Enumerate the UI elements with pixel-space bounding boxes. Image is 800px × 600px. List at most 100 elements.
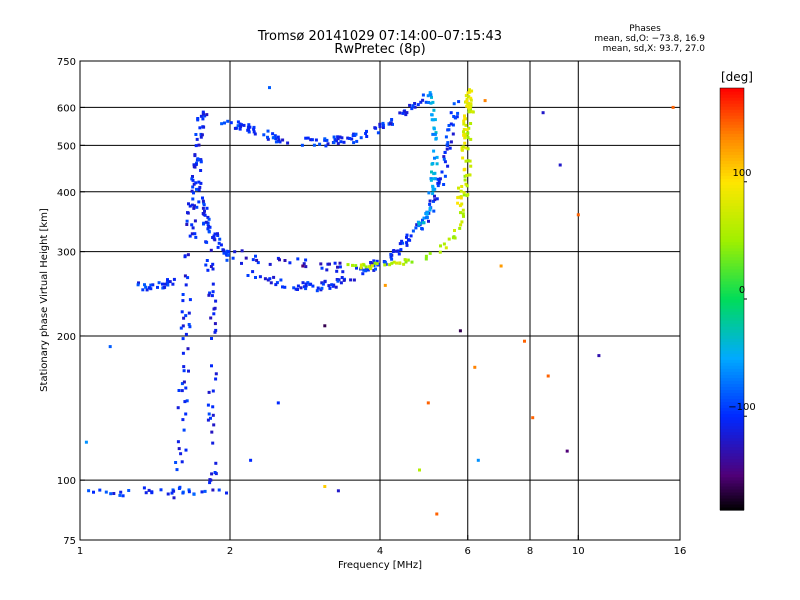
trace-point [205,240,209,244]
colorbar-segment [720,353,744,357]
trace-point [374,267,377,271]
trace-point [274,137,278,141]
trace-point [194,163,198,166]
colorbar-segment [720,133,744,137]
scatter-point [483,99,487,103]
trace-point [436,177,440,181]
trace-point [192,492,196,496]
trace-point [464,123,468,127]
colorbar-segment [720,160,744,164]
trace-point [348,137,352,140]
colorbar-segment [720,350,744,354]
trace-point [104,490,108,494]
colorbar-segment [720,320,744,324]
trace-point [192,191,195,195]
trace-point [247,130,251,134]
trace-point [197,180,201,184]
trace-point [202,201,206,205]
trace-point [449,111,453,115]
trace-point [278,258,281,262]
trace-point [252,127,256,131]
trace-point [211,413,215,417]
trace-point [208,481,212,485]
trace-point [372,259,376,263]
trace-point [402,110,406,114]
scatter-point [276,401,280,405]
colorbar-segment [720,443,744,448]
trace-point [175,468,179,472]
trace-point [399,248,403,252]
colorbar-segment [720,154,744,158]
trace-point [187,369,190,373]
trace-point [150,490,154,494]
trace-point [217,241,221,245]
colorbar-segment [720,163,744,167]
trace-point [432,209,436,213]
trace-point [294,287,298,291]
trace-point [206,215,210,219]
colorbar-segment [720,214,744,219]
trace-point [184,314,188,318]
colorbar-segment [720,326,744,330]
y-tick-label: 75 [63,536,76,547]
trace-point [226,119,230,123]
trace-point [202,203,206,207]
trace-point [326,262,330,266]
x-tick-label: 1 [77,546,83,557]
trace-point [119,490,123,494]
scatter-point [301,264,305,268]
trace-point [405,241,409,245]
trace-point [253,132,257,136]
trace-point [456,111,460,115]
trace-point [390,261,394,265]
trace-point [433,171,437,175]
colorbar-segment [720,208,744,213]
trace-point [433,198,437,202]
trace-point [411,104,415,108]
colorbar-segment [720,193,744,198]
trace-point [276,135,280,139]
colorbar-segment [720,259,744,264]
trace-point [459,223,463,227]
trace-point [187,490,191,494]
trace-point [461,145,465,149]
colorbar-segment [720,431,744,436]
trace-point [421,93,425,97]
colorbar-segment [720,446,744,451]
scatter-point [323,485,327,488]
trace-point [435,155,439,159]
trace-point [325,268,329,272]
trace-point [465,104,469,108]
trace-point [207,412,211,416]
trace-point [333,261,337,265]
scatter-point [268,86,271,90]
trace-point [225,258,229,262]
trace-point [144,285,148,289]
trace-point [354,132,358,136]
colorbar-segment [720,280,744,285]
trace-point [464,134,468,138]
trace-point [246,274,250,277]
chart-subtitle: RwPretec (8p) [334,42,425,57]
trace-point [397,252,401,256]
colorbar-segment [720,305,744,309]
trace-point [258,275,262,279]
trace-point [411,229,415,233]
trace-point [211,488,215,492]
colorbar-segment [720,302,744,306]
trace-point [226,253,230,257]
colorbar-segment [720,265,744,270]
trace-point [442,157,446,161]
trace-point [216,234,220,237]
x-tick-label: 4 [377,546,383,557]
trace-point [183,255,187,259]
trace-point [156,285,159,289]
scatter-point [576,213,580,217]
colorbar-segment [720,461,744,466]
colorbar-segment [720,329,744,333]
trace-point [463,136,467,140]
trace-point [365,129,368,133]
trace-point [194,144,198,148]
trace-point [389,122,392,126]
trace-point [309,138,313,142]
